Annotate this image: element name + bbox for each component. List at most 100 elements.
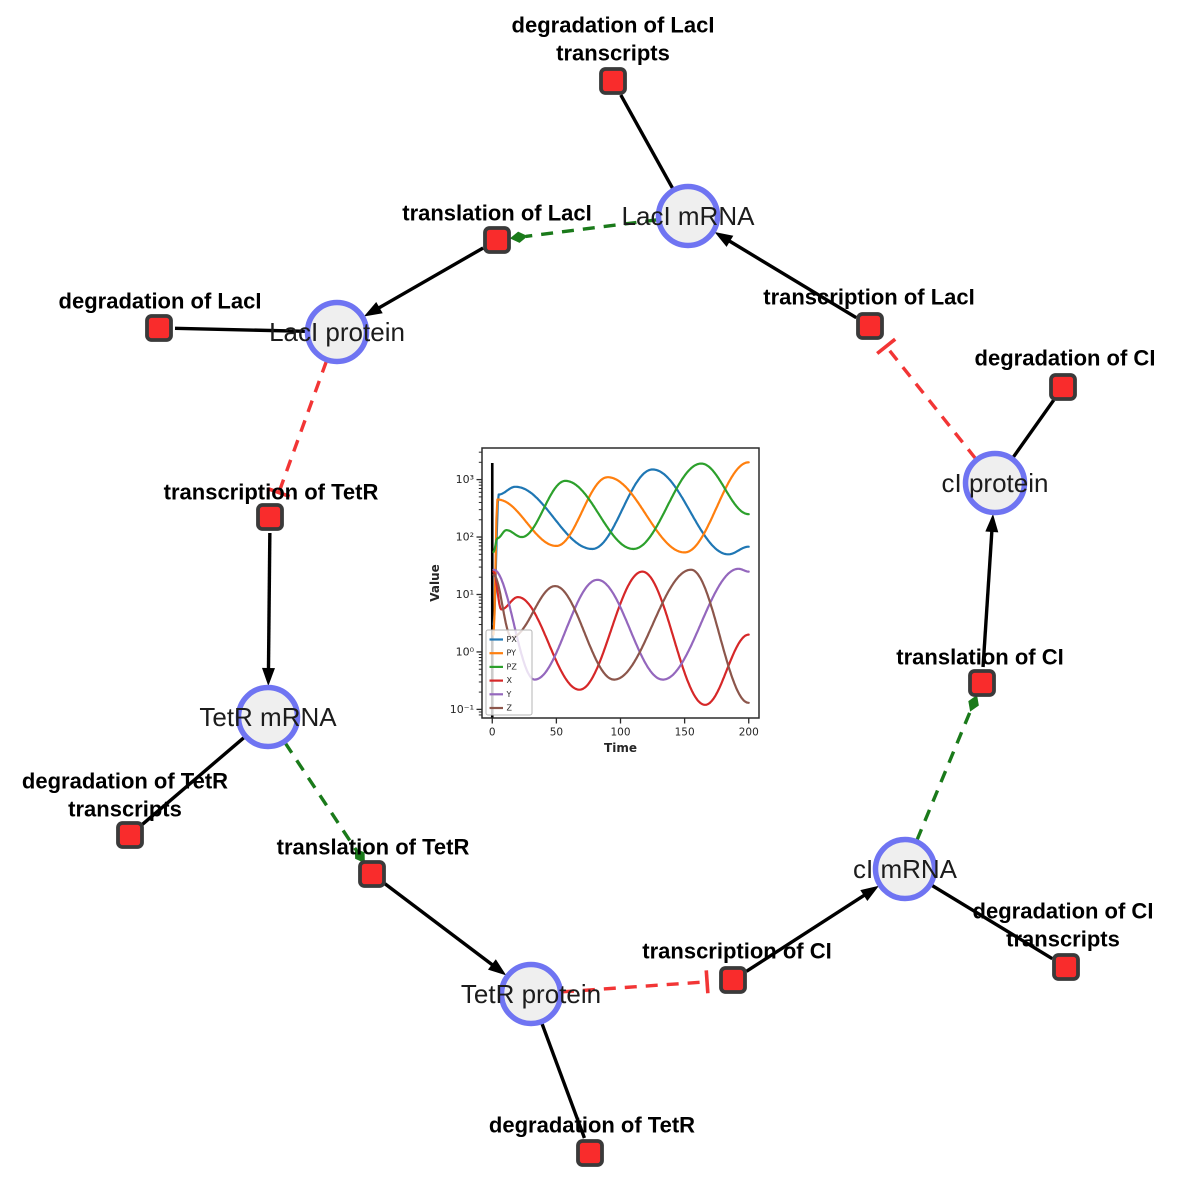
chart-curves-group <box>490 461 750 718</box>
edge-modifier-laci-mrna-to-translation-laci-diamond-icon <box>509 231 528 243</box>
species-label-ci-protein: cI protein <box>942 468 1049 498</box>
chart-legend-label-PX: PX <box>507 635 518 644</box>
species-node-laci-protein[interactable] <box>304 299 370 365</box>
reaction-label-deg-laci: degradation of LacI <box>59 289 262 314</box>
chart-y-ticklabel: 10¹ <box>456 588 474 601</box>
species-node-ci-protein[interactable] <box>962 450 1028 516</box>
reaction-node-translation-ci[interactable] <box>968 669 996 697</box>
labels-layer: degradation of LacI transcripts translatio… <box>22 13 1156 1138</box>
chart-x-ticklabel: 200 <box>739 727 759 739</box>
species-label-tetr-protein: TetR protein <box>461 979 601 1009</box>
chart-series-X <box>492 570 750 706</box>
species-node-tetr-protein[interactable] <box>498 961 564 1027</box>
edge-inhibition-laci-protein-to-transcription-tetr-tbar-icon <box>267 486 291 499</box>
edge-modifier-ci-mrna-to-translation-ci-diamond-icon <box>968 695 979 712</box>
chart-xlabel: Time <box>604 741 637 755</box>
edge-arrow-translation-laci-to-laci-protein-arrowhead-icon <box>363 301 383 317</box>
reaction-label-transcription-laci: transcription of LacI <box>763 285 974 310</box>
chart-x-ticklabel: 50 <box>550 727 563 739</box>
chart-y-ticklabel: 10² <box>456 531 474 544</box>
species-node-ci-mrna[interactable] <box>872 836 938 902</box>
edge-arrow-translation-ci-to-ci-protein-arrowhead-icon <box>985 513 999 533</box>
edge-arrow-translation-tetr-to-tetr-protein <box>383 882 497 969</box>
edge-line-ci-mrna-to-deg-ci-transcripts <box>930 883 1054 961</box>
edge-arrow-transcription-laci-to-laci-mrna <box>724 237 858 320</box>
reaction-node-deg-tetr[interactable] <box>576 1139 604 1167</box>
chart-legend-label-Z: Z <box>507 704 513 713</box>
edge-modifier-laci-mrna-to-translation-laci <box>525 218 658 239</box>
edge-inhibition-laci-protein-to-transcription-tetr <box>277 360 329 494</box>
reaction-label-deg-ci-transcripts: transcripts <box>1006 927 1120 952</box>
chart-legend-label-Y: Y <box>506 690 512 699</box>
edge-arrow-transcription-ci-to-ci-mrna <box>745 891 869 973</box>
chart-x-ticklabel: 150 <box>675 727 695 739</box>
reaction-node-deg-laci[interactable] <box>145 314 173 342</box>
edge-arrow-translation-tetr-to-tetr-protein-arrowhead-icon <box>487 959 507 976</box>
edge-arrow-transcription-tetr-to-tetr-mrna-arrowhead-icon <box>261 667 275 687</box>
chart-x-ticklabel: 100 <box>610 727 630 739</box>
edge-modifier-tetr-mrna-to-translation-tetr-diamond-icon <box>354 848 365 864</box>
species-label-laci-protein: LacI protein <box>269 317 405 347</box>
edge-arrow-transcription-tetr-to-tetr-mrna <box>266 532 272 674</box>
chart-legend-label-PY: PY <box>507 649 517 658</box>
reaction-label-transcription-ci: transcription of CI <box>642 939 831 964</box>
reaction-node-transcription-laci[interactable] <box>856 312 884 340</box>
edge-inhibition-tetr-protein-to-transcription-ci-tbar-icon <box>704 970 710 994</box>
reaction-label-transcription-tetr: transcription of TetR <box>164 480 379 505</box>
reaction-node-translation-laci[interactable] <box>483 226 511 254</box>
reaction-label-deg-laci-transcripts: transcripts <box>556 41 670 66</box>
reaction-node-deg-ci-transcripts[interactable] <box>1052 953 1080 981</box>
reaction-label-deg-ci-transcripts: degradation of CI <box>973 899 1154 924</box>
edge-line-tetr-mrna-to-deg-tetr-transcripts <box>141 735 246 826</box>
edge-line-ci-protein-to-deg-ci <box>1011 399 1056 459</box>
species-label-tetr-mrna: TetR mRNA <box>199 702 337 732</box>
reaction-label-deg-ci: degradation of CI <box>975 346 1156 371</box>
reaction-label-deg-tetr-transcripts: degradation of TetR <box>22 769 228 794</box>
edge-modifier-tetr-mrna-to-translation-tetr <box>283 741 358 851</box>
reaction-label-deg-laci-transcripts: degradation of LacI <box>512 13 715 38</box>
edge-arrow-transcription-laci-to-laci-mrna-arrowhead-icon <box>714 232 734 247</box>
edge-inhibition-ci-protein-to-transcription-laci-tbar-icon <box>876 337 897 355</box>
timeseries-inset-chart: 0 50 100 150 200 10⁻¹ 10⁰ 10¹ 10² 10³ Time Value PX P… <box>428 447 760 755</box>
reaction-label-translation-ci: translation of CI <box>896 645 1063 670</box>
reaction-label-deg-tetr-transcripts: transcripts <box>68 797 182 822</box>
chart-y-ticklabel: 10⁻¹ <box>450 703 474 716</box>
nodes-layer <box>116 67 1080 1167</box>
reaction-node-deg-tetr-transcripts[interactable] <box>116 821 144 849</box>
chart-x-ticklabel: 0 <box>489 727 496 739</box>
reaction-label-translation-laci: translation of LacI <box>402 201 591 226</box>
chart-legend-label-PZ: PZ <box>507 662 518 671</box>
edge-line-laci-protein-to-deg-laci <box>174 326 307 334</box>
species-label-ci-mrna: cI mRNA <box>853 854 958 884</box>
chart-series-PZ <box>492 462 750 554</box>
chart-ylabel: Value <box>428 564 442 602</box>
chart-y-ticklabel: 10⁰ <box>456 645 475 658</box>
reaction-node-transcription-tetr[interactable] <box>256 503 284 531</box>
edge-inhibition-tetr-protein-to-transcription-ci <box>561 980 708 994</box>
edge-arrow-transcription-ci-to-ci-mrna-arrowhead-icon <box>860 885 879 902</box>
chart-series-PY <box>492 461 750 636</box>
reaction-node-deg-laci-transcripts[interactable] <box>599 67 627 95</box>
reaction-node-deg-ci[interactable] <box>1049 373 1077 401</box>
chart-series-Y <box>492 567 750 681</box>
edge-arrow-translation-laci-to-laci-protein <box>374 246 484 312</box>
edges-layer <box>141 94 1056 1139</box>
edge-inhibition-ci-protein-to-transcription-laci <box>884 345 978 460</box>
edge-line-laci-mrna-to-deg-laci-transcripts <box>619 94 675 190</box>
edge-modifier-ci-mrna-to-translation-ci <box>915 709 973 842</box>
chart-legend-label-X: X <box>507 676 513 685</box>
edge-arrow-translation-ci-to-ci-protein <box>981 526 994 668</box>
edge-line-tetr-protein-to-deg-tetr <box>540 1022 587 1139</box>
species-node-tetr-mrna[interactable] <box>235 684 301 750</box>
reaction-label-translation-tetr: translation of TetR <box>277 835 470 860</box>
chart-series-PX <box>492 468 750 626</box>
chart-series-Z <box>492 568 750 704</box>
chart-y-ticklabel: 10³ <box>456 473 474 486</box>
species-node-laci-mrna[interactable] <box>655 183 721 249</box>
reaction-label-deg-tetr: degradation of TetR <box>489 1113 695 1138</box>
reaction-node-translation-tetr[interactable] <box>358 860 386 888</box>
species-label-laci-mrna: LacI mRNA <box>622 201 756 231</box>
reaction-node-transcription-ci[interactable] <box>719 966 747 994</box>
